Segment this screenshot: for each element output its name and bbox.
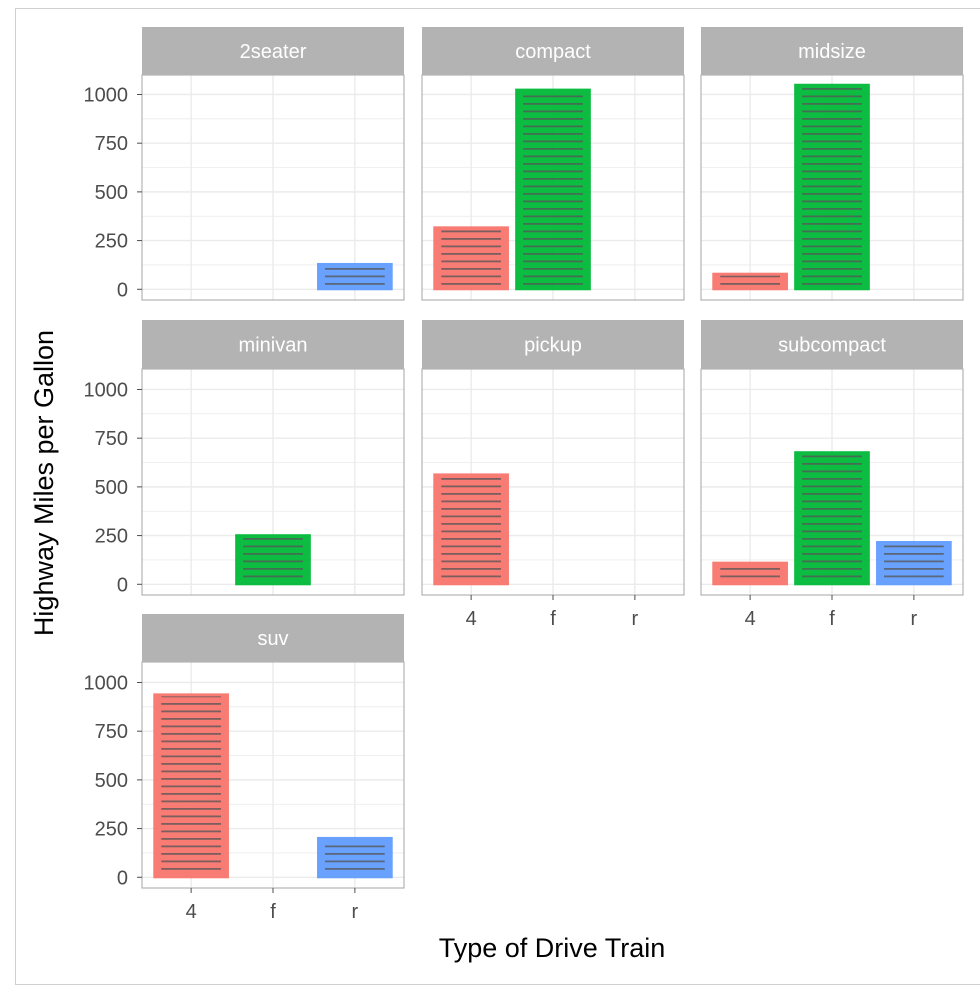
facet-strip bbox=[142, 320, 404, 369]
y-tick-label: 1000 bbox=[84, 379, 129, 401]
y-tick-label: 250 bbox=[95, 526, 128, 548]
bar-stripes bbox=[523, 91, 583, 288]
y-tick-label: 750 bbox=[95, 428, 128, 450]
y-tick-label: 0 bbox=[117, 279, 128, 301]
x-tick-label: f bbox=[270, 901, 276, 923]
y-tick-label: 250 bbox=[95, 819, 128, 841]
facet-strip bbox=[422, 320, 684, 369]
facet-strip bbox=[142, 27, 404, 75]
x-tick-label: r bbox=[632, 608, 639, 630]
y-tick-label: 500 bbox=[95, 182, 128, 204]
bar-stripes bbox=[441, 229, 501, 288]
facet-label: pickup bbox=[524, 335, 582, 357]
bar-stripes bbox=[161, 696, 221, 876]
x-tick-label: r bbox=[352, 901, 359, 923]
bar-stripes bbox=[325, 839, 385, 876]
x-tick-label: f bbox=[550, 608, 556, 630]
y-tick-label: 750 bbox=[95, 133, 128, 155]
bar-stripes bbox=[441, 476, 501, 583]
plot-frame bbox=[15, 8, 980, 985]
x-tick-label: 4 bbox=[466, 608, 477, 630]
panel-border bbox=[421, 74, 685, 301]
bar-stripes bbox=[802, 454, 862, 583]
facet-label: 2seater bbox=[240, 41, 307, 63]
x-tick-label: f bbox=[829, 608, 835, 630]
x-tick-label: 4 bbox=[186, 901, 197, 923]
y-tick-label: 0 bbox=[117, 574, 128, 596]
bar-stripes bbox=[802, 86, 862, 288]
bar-stripes bbox=[243, 537, 303, 583]
y-tick-label: 500 bbox=[95, 477, 128, 499]
facet-label: minivan bbox=[239, 335, 308, 357]
bar-stripes bbox=[884, 544, 944, 583]
y-tick-label: 1000 bbox=[84, 84, 129, 106]
bar-stripes bbox=[720, 564, 780, 583]
facet-strip bbox=[701, 320, 963, 369]
facet-label: subcompact bbox=[778, 335, 886, 357]
facet-strip bbox=[142, 614, 404, 662]
facet-strip bbox=[701, 27, 963, 75]
x-tick-label: 4 bbox=[745, 608, 756, 630]
panel-border bbox=[141, 74, 405, 301]
y-tick-label: 0 bbox=[117, 867, 128, 889]
panel-border bbox=[141, 368, 405, 596]
y-tick-label: 1000 bbox=[84, 672, 129, 694]
bar-stripes bbox=[720, 275, 780, 288]
facet-strip bbox=[422, 27, 684, 75]
y-tick-label: 750 bbox=[95, 721, 128, 743]
facet-label: midsize bbox=[798, 41, 866, 63]
x-tick-label: r bbox=[911, 608, 918, 630]
panel-border bbox=[700, 74, 964, 301]
y-tick-label: 500 bbox=[95, 770, 128, 792]
y-tick-label: 250 bbox=[95, 231, 128, 253]
y-axis-title: Highway Miles per Gallon bbox=[29, 330, 59, 636]
x-axis-title: Type of Drive Train bbox=[439, 933, 666, 963]
facet-label: suv bbox=[257, 628, 288, 650]
bar-stripes bbox=[325, 265, 385, 288]
facet-label: compact bbox=[515, 41, 591, 63]
